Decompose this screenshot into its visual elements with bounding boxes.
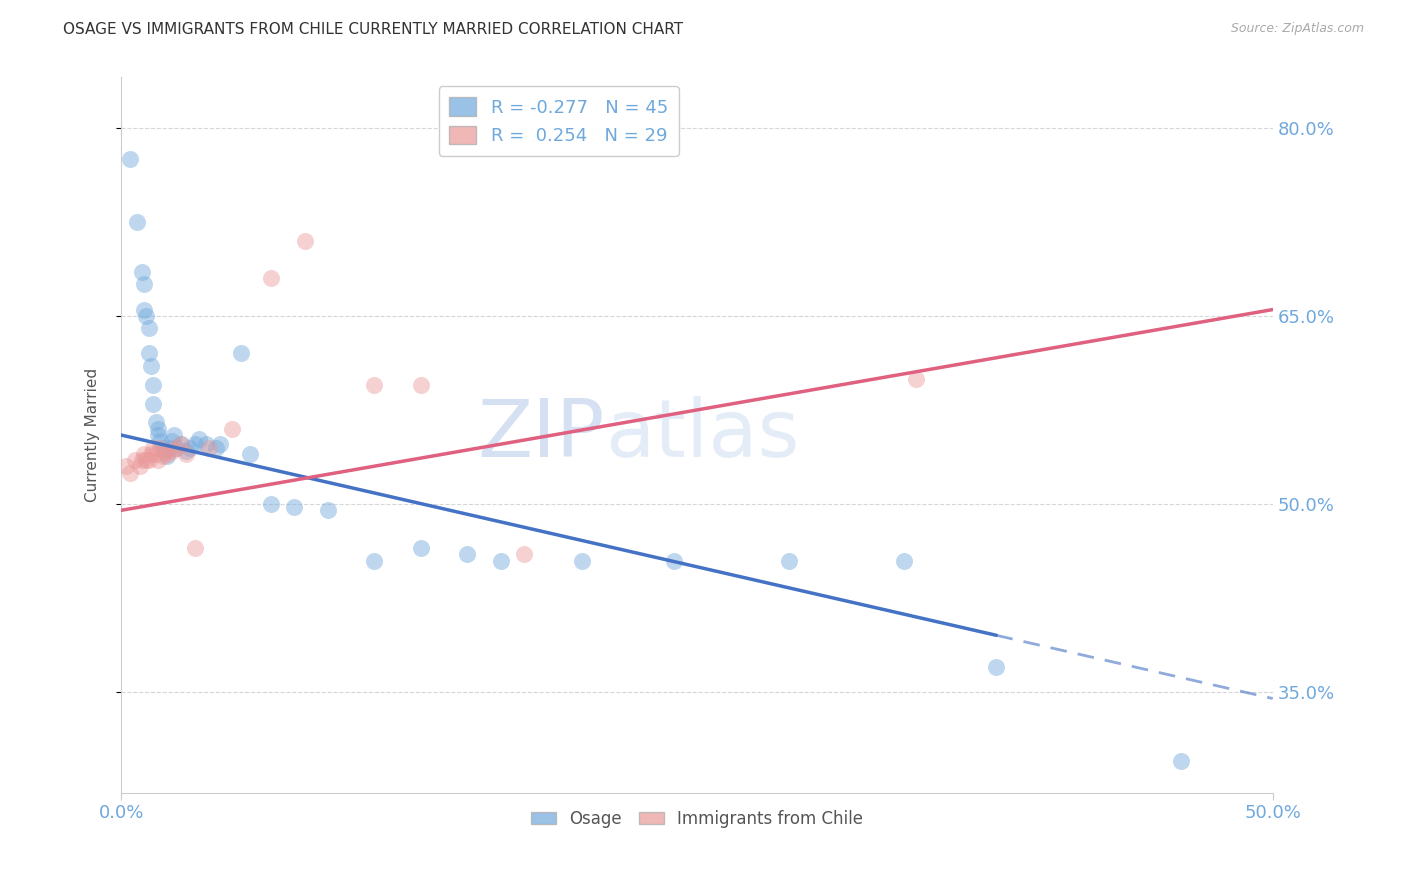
Point — [134, 302, 156, 317]
Point — [134, 277, 156, 292]
Point — [318, 503, 340, 517]
Point — [142, 397, 165, 411]
Point — [204, 441, 226, 455]
Point — [152, 450, 174, 464]
Point — [170, 437, 193, 451]
Point — [138, 346, 160, 360]
Point — [363, 377, 385, 392]
Point — [409, 377, 432, 392]
Point — [145, 416, 167, 430]
Point — [283, 500, 305, 514]
Point — [893, 553, 915, 567]
Point — [127, 215, 149, 229]
Point — [114, 459, 136, 474]
Point — [138, 321, 160, 335]
Point — [160, 444, 183, 458]
Point — [363, 553, 385, 567]
Point — [153, 444, 176, 458]
Point — [571, 553, 593, 567]
Text: OSAGE VS IMMIGRANTS FROM CHILE CURRENTLY MARRIED CORRELATION CHART: OSAGE VS IMMIGRANTS FROM CHILE CURRENTLY… — [63, 22, 683, 37]
Point — [131, 453, 153, 467]
Text: atlas: atlas — [605, 396, 799, 474]
Point — [146, 453, 169, 467]
Point — [1170, 754, 1192, 768]
Point — [146, 422, 169, 436]
Point — [184, 437, 207, 451]
Point — [124, 453, 146, 467]
Point — [135, 453, 157, 467]
Point — [179, 441, 201, 455]
Point — [221, 422, 243, 436]
Y-axis label: Currently Married: Currently Married — [86, 368, 100, 502]
Point — [197, 441, 219, 455]
Point — [142, 441, 165, 455]
Point — [170, 437, 193, 451]
Point — [146, 428, 169, 442]
Point — [294, 234, 316, 248]
Point — [513, 547, 536, 561]
Point — [165, 441, 187, 455]
Point — [986, 660, 1008, 674]
Point — [260, 271, 283, 285]
Point — [174, 444, 197, 458]
Legend: Osage, Immigrants from Chile: Osage, Immigrants from Chile — [524, 803, 869, 834]
Point — [145, 447, 167, 461]
Point — [134, 447, 156, 461]
Point — [188, 432, 211, 446]
Text: Source: ZipAtlas.com: Source: ZipAtlas.com — [1230, 22, 1364, 36]
Point — [239, 447, 262, 461]
Point — [156, 450, 179, 464]
Point — [184, 541, 207, 555]
Point — [456, 547, 478, 561]
Point — [120, 152, 142, 166]
Point — [139, 359, 162, 373]
Point — [139, 447, 162, 461]
Point — [195, 437, 218, 451]
Point — [142, 377, 165, 392]
Point — [209, 437, 232, 451]
Text: ZIP: ZIP — [478, 396, 605, 474]
Point — [153, 444, 176, 458]
Point — [149, 441, 172, 455]
Point — [174, 447, 197, 461]
Point — [662, 553, 685, 567]
Point — [135, 309, 157, 323]
Point — [152, 441, 174, 455]
Point — [489, 553, 512, 567]
Point — [163, 428, 186, 442]
Point — [131, 265, 153, 279]
Point — [138, 453, 160, 467]
Point — [128, 459, 150, 474]
Point — [260, 497, 283, 511]
Point — [149, 434, 172, 449]
Point — [160, 434, 183, 449]
Point — [120, 466, 142, 480]
Point — [904, 371, 927, 385]
Point — [159, 441, 181, 455]
Point — [165, 441, 187, 455]
Point — [778, 553, 800, 567]
Point — [409, 541, 432, 555]
Point — [156, 447, 179, 461]
Point — [229, 346, 252, 360]
